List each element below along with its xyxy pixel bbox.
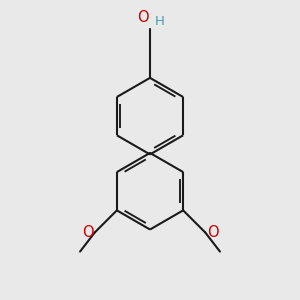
Text: H: H: [154, 15, 164, 28]
Text: O: O: [137, 10, 148, 25]
Text: O: O: [207, 225, 218, 240]
Text: O: O: [82, 225, 93, 240]
